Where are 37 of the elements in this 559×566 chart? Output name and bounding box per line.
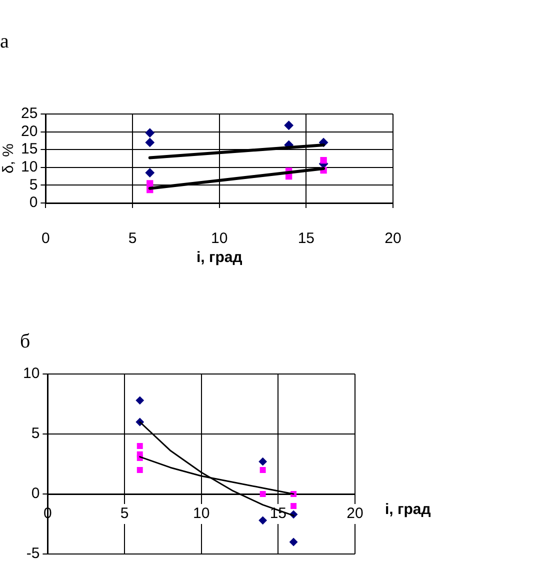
x-axis-title: i, град	[385, 501, 432, 518]
y-tick-label: 20	[20, 122, 38, 140]
y-tick-label: 0	[29, 194, 38, 212]
x-tick-label: 15	[298, 230, 315, 248]
x-tick-label: 5	[120, 505, 129, 522]
point	[136, 443, 143, 449]
point	[136, 467, 143, 473]
point	[258, 458, 267, 466]
chart-title: б	[20, 330, 30, 352]
y-tick-label: -5	[26, 545, 40, 562]
point	[146, 180, 154, 187]
x-tick-label: 5	[128, 230, 137, 248]
y-tick-label: 5	[31, 425, 40, 442]
y-tick-label: 10	[20, 158, 38, 176]
chart-title: а	[0, 30, 9, 52]
point	[260, 491, 266, 497]
point	[136, 396, 144, 404]
y-axis-title: δ, %	[0, 143, 18, 174]
x-tick-label: 10	[211, 230, 228, 248]
point	[258, 516, 267, 524]
point	[145, 128, 154, 138]
y-tick-label: 25	[20, 105, 38, 122]
y-tick-label: 5	[29, 176, 38, 194]
point	[145, 168, 154, 178]
point	[320, 156, 327, 164]
x-tick-label: 10	[193, 505, 210, 522]
point	[145, 138, 154, 147]
point	[284, 120, 294, 130]
x-tick-label: 20	[346, 505, 364, 522]
point	[290, 503, 297, 509]
x-tick-label: 20	[384, 230, 402, 248]
y-tick-label: 0	[31, 485, 40, 502]
y-tick-label: 15	[20, 140, 38, 158]
point	[290, 538, 298, 546]
point	[260, 467, 266, 473]
y-tick-label: 10	[22, 365, 40, 382]
x-axis-title: i, град	[196, 249, 243, 266]
